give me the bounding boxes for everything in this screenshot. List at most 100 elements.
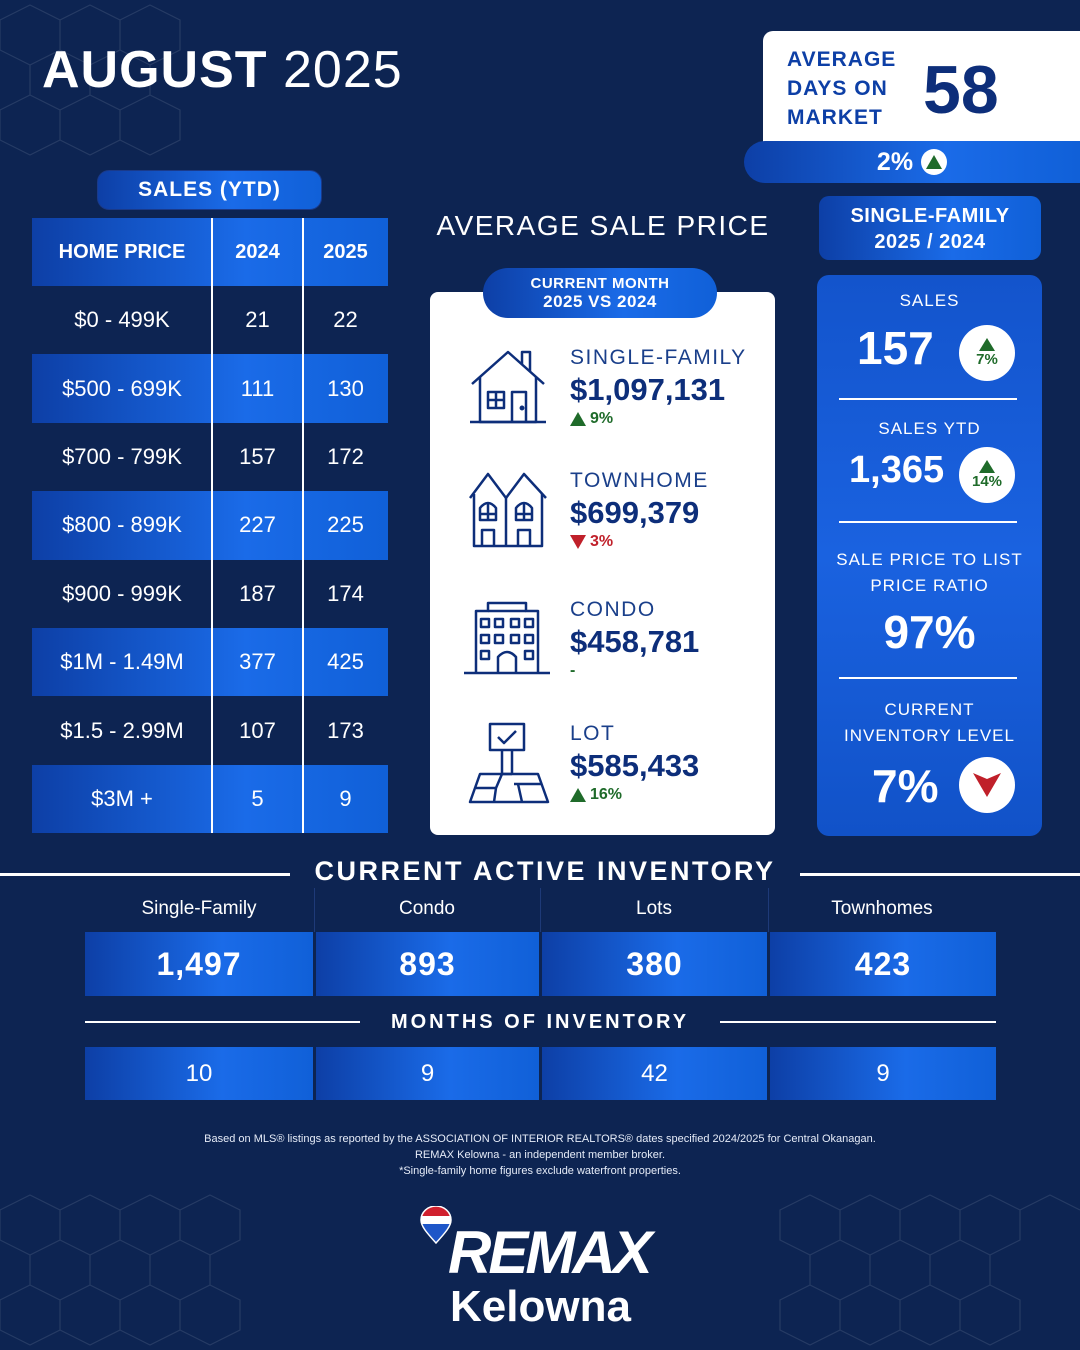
months-townhomes: 9 [770, 1047, 996, 1100]
asp-change-value: - [570, 662, 576, 679]
table-row: $0 - 499K 21 22 [32, 286, 388, 355]
sales-2024: 157 [239, 443, 276, 469]
asp-change: 9% [570, 410, 747, 428]
days-on-market-label: AVERAGE DAYS ON MARKET [787, 48, 897, 129]
active-inventory-title: CURRENT ACTIVE INVENTORY [314, 856, 776, 886]
months-condo: 9 [316, 1047, 539, 1100]
inventory-label-townhomes: Townhomes [831, 898, 933, 919]
title-month: AUGUST [42, 41, 268, 99]
price-range: $700 - 799K [62, 443, 182, 469]
days-on-market-change: 2% [744, 141, 1080, 183]
title-year: 2025 [283, 41, 403, 99]
sf-sales-change-value: 7% [976, 351, 998, 368]
sales-ytd-table: HOME PRICE 2024 2025 $0 - 499K 21 22 $500 … [32, 218, 388, 834]
current-month-badge: CURRENT MONTH 2025 VS 2024 [483, 268, 717, 318]
sales-2024: 187 [239, 580, 276, 606]
table-row: $900 - 999K 187 174 [32, 559, 388, 628]
hex-pattern-bottom-right [779, 1194, 1080, 1346]
sales-2024: 5 [251, 785, 264, 811]
page-title: AUGUST 2025 [42, 40, 403, 100]
sales-2025: 9 [339, 785, 352, 811]
asp-change: 16% [570, 786, 699, 804]
column-header-2024: 2024 [235, 240, 280, 263]
divider [800, 873, 1080, 876]
inventory-value-townhomes: 423 [770, 932, 996, 996]
sf-inventory-label-line2: INVENTORY LEVEL [844, 726, 1015, 745]
average-sale-price-card: SINGLE-FAMILY $1,097,131 9% TOWNHOME $69… [430, 292, 775, 835]
asp-townhome: TOWNHOME $699,379 3% [570, 469, 709, 551]
sf-ytd-change-value: 14% [971, 473, 1003, 490]
townhome-icon [469, 472, 547, 548]
asp-change: 3% [570, 533, 709, 551]
asp-label: SINGLE-FAMILY [570, 346, 747, 369]
disclaimer-line1: Based on MLS® listings as reported by th… [204, 1133, 876, 1145]
sales-2024: 227 [239, 512, 276, 538]
sales-2024: 107 [239, 717, 276, 743]
sales-2024: 111 [240, 375, 275, 401]
sf-ytd-label: SALES YTD [878, 419, 981, 438]
disclaimer-line3: *Single-family home figures exclude wate… [399, 1165, 681, 1177]
arrow-up-icon [979, 338, 995, 351]
asp-change-value: 3% [590, 533, 614, 550]
table-row: $800 - 899K 227 225 [32, 491, 388, 560]
days-on-market-card: AVERAGE DAYS ON MARKET 58 [763, 31, 1080, 143]
divider [839, 677, 1017, 679]
asp-label: CONDO [570, 598, 656, 621]
sales-2025: 22 [333, 307, 358, 333]
asp-condo: CONDO $458,781 - [570, 598, 699, 680]
sales-2025: 173 [327, 717, 364, 743]
inventory-label-lots: Lots [636, 898, 672, 919]
months-of-inventory-title: MONTHS OF INVENTORY [390, 1011, 690, 1033]
inventory-label-single-family: Single-Family [141, 898, 257, 919]
sales-2024: 21 [245, 307, 270, 333]
divider [720, 1021, 996, 1023]
divider [839, 521, 1017, 523]
arrow-up-icon [979, 460, 995, 473]
column-separator [540, 888, 541, 932]
column-header-2025: 2025 [323, 240, 368, 263]
table-row: $700 - 799K 157 172 [32, 422, 388, 492]
asp-lot: LOT $585,433 16% [570, 722, 699, 804]
brand-location: Kelowna [450, 1282, 631, 1331]
table-row: $500 - 699K 111 130 [32, 354, 388, 423]
sales-2025: 174 [327, 580, 364, 606]
column-header-home-price: HOME PRICE [58, 240, 186, 263]
price-range: $0 - 499K [74, 307, 170, 333]
average-sale-price-title: AVERAGE SALE PRICE [436, 210, 770, 241]
table-header-row: HOME PRICE 2024 2025 [32, 218, 388, 286]
divider [85, 1021, 360, 1023]
sf-inventory-label-line1: CURRENT [884, 700, 975, 719]
divider [839, 398, 1017, 400]
arrow-up-icon [570, 412, 586, 426]
months-lots: 42 [542, 1047, 767, 1100]
sales-2025: 130 [327, 375, 364, 401]
sales-2024: 377 [239, 649, 276, 675]
disclaimer-line2: REMAX Kelowna - an independent member br… [414, 1149, 666, 1161]
sf-ytd-value: 1,365 [849, 449, 945, 491]
current-month-line1: CURRENT MONTH [530, 275, 670, 292]
days-on-market-change-value: 2% [876, 147, 914, 176]
arrow-down-icon [959, 757, 1015, 813]
price-range: $3M + [91, 785, 153, 811]
single-family-title-line1: SINGLE-FAMILY [850, 205, 1010, 227]
sf-sales-label: SALES [899, 291, 960, 310]
sf-ratio-value: 97% [883, 606, 976, 658]
asp-label: LOT [570, 722, 616, 745]
hex-pattern-bottom-left [0, 1194, 241, 1346]
column-separator [314, 888, 315, 932]
house-icon [470, 350, 546, 424]
sales-2025: 172 [327, 443, 364, 469]
arrow-up-icon [921, 149, 948, 175]
asp-price: $585,433 [570, 748, 700, 783]
sales-2025: 425 [327, 649, 364, 675]
asp-label: TOWNHOME [570, 469, 709, 492]
months-single-family: 10 [85, 1047, 313, 1100]
asp-change: - [570, 662, 699, 680]
single-family-panel: SALES 157 7% SALES YTD 1,365 14% SALE PR… [817, 275, 1042, 836]
table-divider [302, 218, 304, 833]
single-family-title-line2: 2025 / 2024 [874, 231, 986, 253]
sf-ratio-label-line2: PRICE RATIO [870, 576, 989, 595]
sf-ytd-change: 14% [959, 447, 1015, 503]
hex-pattern-top-left [0, 4, 181, 156]
column-separator [768, 888, 769, 932]
